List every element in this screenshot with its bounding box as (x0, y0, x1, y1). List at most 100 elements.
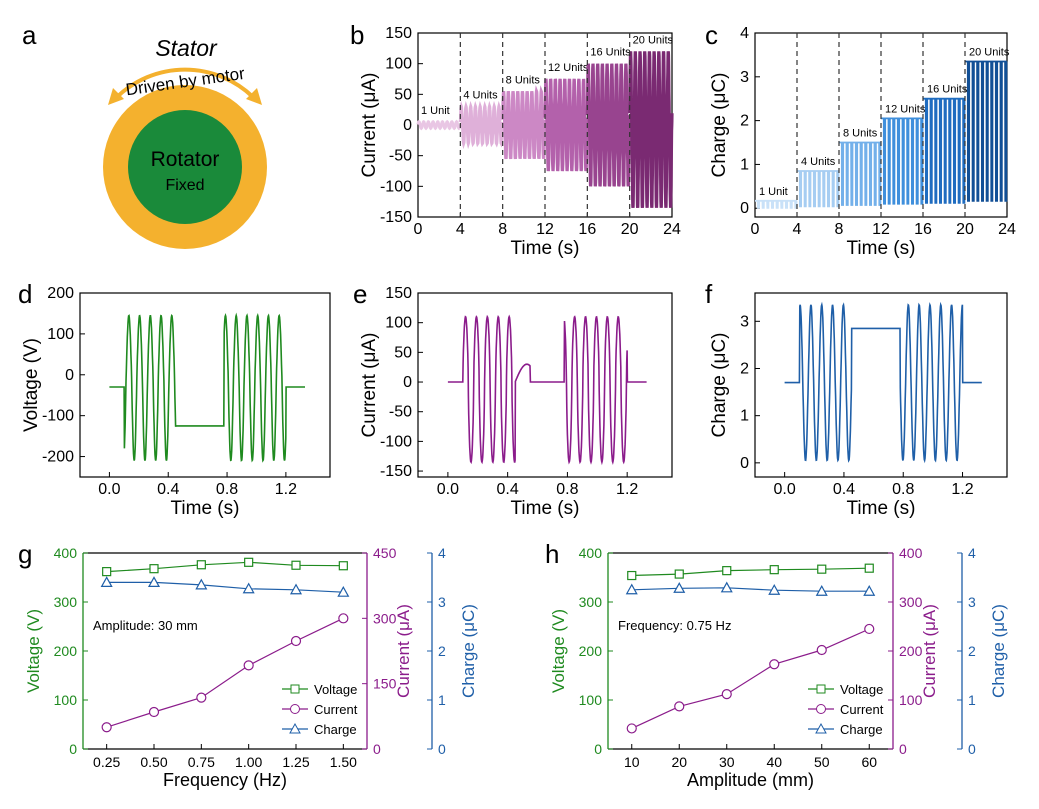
chart-c: 0 4 8 12 16 20 24 4 3 2 1 0 Time (s) Charge (μC) 1 Uni… (709, 25, 1016, 259)
y-tick-label: 3 (740, 313, 749, 330)
x-tick-label: 0 (751, 221, 760, 238)
y-tick-label: 0 (403, 374, 412, 391)
x-tick-label: 0.8 (216, 481, 238, 498)
waveform-line (447, 314, 647, 466)
data-point (625, 583, 638, 595)
condition-annotation: Frequency: 0.75 Hz (618, 618, 731, 633)
y-axis-label: Current (μA) (359, 333, 380, 438)
y-tick-label: -100 (380, 178, 412, 195)
x-axis-label: Time (s) (171, 498, 240, 519)
x-tick-label: 0.8 (892, 481, 914, 498)
x-axis-label: Time (s) (511, 238, 580, 259)
x-tick-label: 1.00 (235, 754, 262, 770)
y-tick-label: 400 (54, 545, 78, 561)
x-tick-label: 24 (998, 221, 1016, 238)
data-point (100, 576, 113, 588)
panel-label-b: b (350, 20, 364, 50)
y-tick-label: 0 (403, 117, 412, 134)
y-tick-label: 150 (385, 25, 412, 42)
y-tick-label: 300 (373, 610, 397, 626)
y-tick-label: 100 (899, 692, 923, 708)
condition-annotation: Amplitude: 30 mm (93, 618, 198, 633)
data-point (244, 557, 254, 567)
legend-label: Charge (314, 722, 357, 737)
unit-label: 16 Units (590, 47, 631, 59)
data-point (673, 582, 686, 593)
x-tick-label: 20 (671, 754, 687, 770)
data-point (769, 565, 779, 575)
unit-label: 8 Units (506, 74, 541, 86)
x-tick-label: 16 (578, 221, 596, 238)
data-point (815, 584, 828, 596)
x-tick-label: 30 (719, 754, 735, 770)
unit-label: 16 Units (927, 84, 968, 96)
x-tick-label: 0.4 (833, 481, 855, 498)
y-tick-label: 2 (740, 113, 749, 130)
series-line-voltage (106, 561, 344, 573)
legend-marker (815, 722, 827, 734)
y-tick-label: 2 (968, 643, 976, 659)
x-tick-label: 0.75 (188, 754, 215, 770)
data-point (721, 689, 732, 700)
x-tick-label: 0.0 (774, 481, 796, 498)
x-axis-label: Frequency (Hz) (163, 770, 287, 790)
data-point (338, 561, 348, 571)
x-tick-label: 24 (663, 221, 681, 238)
y-tick-label: 100 (385, 315, 412, 332)
chart-d: 0.0 0.4 0.8 1.2 200 100 0 -100 -200 Time (s) Volta… (21, 285, 331, 519)
legend-label: Current (314, 702, 358, 717)
legend-label: Charge (840, 722, 883, 737)
y-tick-label: 0 (899, 741, 907, 757)
current-trace-4 (543, 78, 589, 172)
data-point (674, 701, 685, 712)
data-point (291, 560, 301, 570)
unit-label: 1 Unit (759, 186, 788, 198)
x-tick-label: 0.4 (497, 481, 519, 498)
legend-marker (289, 722, 301, 734)
data-point (768, 584, 781, 595)
y-tick-label: 4 (740, 25, 749, 42)
x-tick-label: 40 (766, 754, 782, 770)
x-tick-label: 12 (872, 221, 890, 238)
y-tick-label: 0 (373, 741, 381, 757)
current-trace-1 (416, 119, 462, 131)
charge-trace-3 (839, 141, 882, 206)
y-axis-label: Voltage (V) (21, 338, 42, 432)
y-tick-label: 50 (394, 86, 412, 103)
y-tick-label: 450 (373, 545, 397, 561)
rotator-label: Rotator (151, 148, 220, 171)
y-tick-label: 300 (579, 594, 603, 610)
panel-label-e: e (353, 279, 367, 309)
unit-label: 20 Units (633, 34, 674, 46)
y-tick-label: -50 (389, 404, 412, 421)
y-tick-label: -100 (380, 433, 412, 450)
data-point (101, 722, 112, 733)
y-tick-label: 200 (899, 643, 923, 659)
arrow-head-right-icon (246, 88, 262, 105)
x-tick-label: 20 (956, 221, 974, 238)
arrow-head-left-icon (108, 88, 124, 105)
y-tick-label: 50 (394, 344, 412, 361)
y-tick-label: 0 (438, 741, 446, 757)
y-tick-label: 3 (438, 594, 446, 610)
x-tick-label: 1.2 (616, 481, 638, 498)
charge-trace-4 (881, 117, 924, 205)
waveform-line (784, 301, 982, 464)
data-point (243, 660, 254, 671)
fixed-label: Fixed (165, 177, 204, 194)
y-tick-label: 100 (47, 326, 74, 343)
panel-label-g: g (18, 539, 32, 569)
y-tick-label: 0 (740, 455, 749, 472)
data-point (720, 581, 733, 593)
x-tick-label: 0 (414, 221, 423, 238)
x-tick-label: 0.50 (140, 754, 167, 770)
y-axis-label: Current (μA) (359, 73, 380, 178)
y-tick-label: 100 (54, 692, 78, 708)
x-tick-label: 1.25 (282, 754, 309, 770)
charge-trace-5 (923, 97, 966, 204)
y-tick-label: 400 (579, 545, 603, 561)
series-line-voltage (631, 567, 870, 577)
current-trace-3 (501, 85, 547, 160)
